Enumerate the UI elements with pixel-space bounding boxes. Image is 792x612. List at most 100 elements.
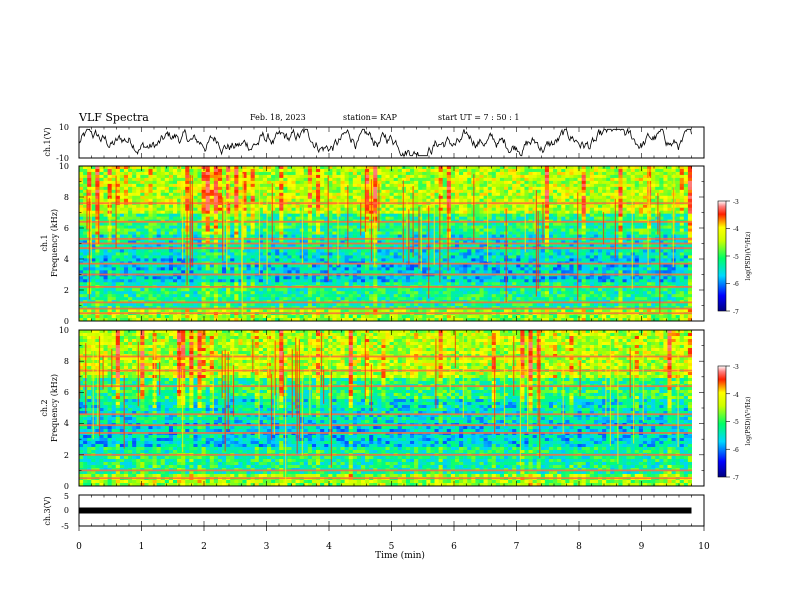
spectrogram-cell	[209, 249, 215, 253]
spectrogram-cell	[144, 207, 149, 212]
spectrogram-cell	[266, 198, 272, 203]
spectrogram-cell	[663, 225, 668, 229]
spectrogram-cell	[250, 222, 256, 226]
spectrogram-cell	[291, 192, 296, 197]
spectrogram-cell	[516, 258, 521, 262]
spectrogram-cell	[561, 225, 566, 229]
spectrogram-cell	[205, 189, 211, 194]
spectrogram-cell	[442, 204, 448, 209]
spectrogram-cell	[172, 183, 178, 188]
spectrogram-cell	[614, 189, 619, 194]
spectrogram-cell	[291, 168, 296, 173]
spectrogram-cell	[213, 240, 219, 244]
spectrogram-cell	[136, 228, 141, 232]
spectrogram-cell	[295, 186, 300, 191]
spectrogram-cell	[83, 195, 88, 200]
spectrogram-cell	[307, 166, 313, 170]
spectrogram-cell	[234, 249, 239, 253]
spectrogram-cell	[524, 204, 529, 209]
spectrogram-cell	[365, 258, 370, 262]
spectrogram-cell	[320, 177, 325, 182]
spectrogram-cell	[99, 195, 104, 200]
spectrogram-cell	[311, 210, 317, 214]
spectrogram-cell	[593, 177, 599, 182]
spectrogram-cell	[291, 216, 296, 220]
spectrogram-cell	[250, 228, 256, 232]
spectrogram-cell	[336, 249, 341, 253]
spectrogram-cell	[381, 213, 386, 217]
spectrogram-cell	[573, 174, 578, 179]
spectrogram-cell	[589, 258, 595, 262]
spectrogram-cell	[340, 186, 345, 191]
spectrogram-cell	[671, 166, 676, 170]
spectrogram-cell	[446, 195, 452, 200]
spectrogram-cell	[651, 192, 656, 197]
spectrogram-cell	[201, 222, 206, 226]
spectrogram-cell	[593, 183, 599, 188]
spectrogram-cell	[446, 186, 452, 191]
spectrogram-cell	[189, 180, 194, 185]
spectrogram-cell	[593, 166, 599, 170]
spectrogram-cell	[418, 189, 423, 194]
spectrogram-cell	[504, 166, 509, 170]
spectrogram-cell	[683, 225, 689, 229]
spectrogram-cell	[520, 204, 525, 209]
spectrogram-cell	[393, 174, 399, 179]
spectrogram-cell	[626, 168, 631, 173]
spectrogram-cell	[360, 204, 366, 209]
spectrogram-cell	[446, 189, 452, 194]
spectrogram-cell	[107, 258, 112, 262]
spectrogram-cell	[356, 168, 362, 173]
spectrogram-cell	[360, 189, 366, 194]
spectrogram-cell	[418, 222, 423, 226]
spectrogram-cell	[459, 198, 464, 203]
spectrogram-cell	[373, 252, 378, 256]
spectrogram-cell	[258, 234, 264, 238]
spectrogram-cell	[446, 252, 452, 256]
spectrogram-cell	[307, 192, 313, 197]
spectrogram-cell	[287, 204, 292, 209]
spectrogram-cell	[569, 174, 574, 179]
spectrogram-cell	[687, 174, 692, 179]
spectrogram-cell	[434, 252, 439, 256]
spectrogram-cell	[655, 180, 660, 185]
spectrogram-cell	[593, 240, 599, 244]
spectrogram-cell	[651, 198, 656, 203]
spectrogram-cell	[589, 210, 595, 214]
spectrogram-cell	[250, 186, 256, 191]
spectrogram-cell	[254, 252, 260, 256]
spectrogram-cell	[491, 168, 497, 173]
spectrogram-cell	[495, 177, 501, 182]
spectrogram-cell	[193, 186, 198, 191]
spectrogram-cell	[197, 189, 202, 194]
spectrogram-cell	[491, 186, 497, 191]
spectrogram-cell	[614, 255, 619, 259]
spectrogram-cell	[381, 240, 386, 244]
spectrogram-cell	[295, 189, 300, 194]
spectrogram-cell	[536, 180, 542, 185]
spectrogram-cell	[360, 192, 366, 197]
spectrogram-cell	[87, 195, 92, 200]
spectrogram-cell	[491, 207, 497, 212]
spectrogram-cell	[491, 183, 497, 188]
spectrogram-cell	[442, 213, 448, 217]
spectrogram-cell	[287, 213, 292, 217]
spectrogram-cell	[516, 216, 521, 220]
spectrogram-cell	[397, 258, 403, 262]
spectrogram-cell	[622, 240, 627, 244]
spectrogram-cell	[189, 177, 194, 182]
spectrogram-cell	[152, 243, 157, 247]
spectrogram-cell	[189, 216, 194, 220]
spectrogram-cell	[193, 240, 198, 244]
spectrogram-cell	[340, 252, 345, 256]
spectrogram-cell	[512, 231, 517, 235]
spectrogram-cell	[352, 231, 358, 235]
spectrogram-cell	[418, 174, 423, 179]
spectrogram-cell	[193, 195, 198, 200]
spectrogram-cell	[593, 252, 599, 256]
spectrogram-cell	[569, 168, 574, 173]
spectrogram-cell	[422, 240, 427, 244]
spectrogram-cell	[487, 258, 493, 262]
spectrogram-cell	[405, 180, 411, 185]
spectrogram-cell	[663, 216, 668, 220]
